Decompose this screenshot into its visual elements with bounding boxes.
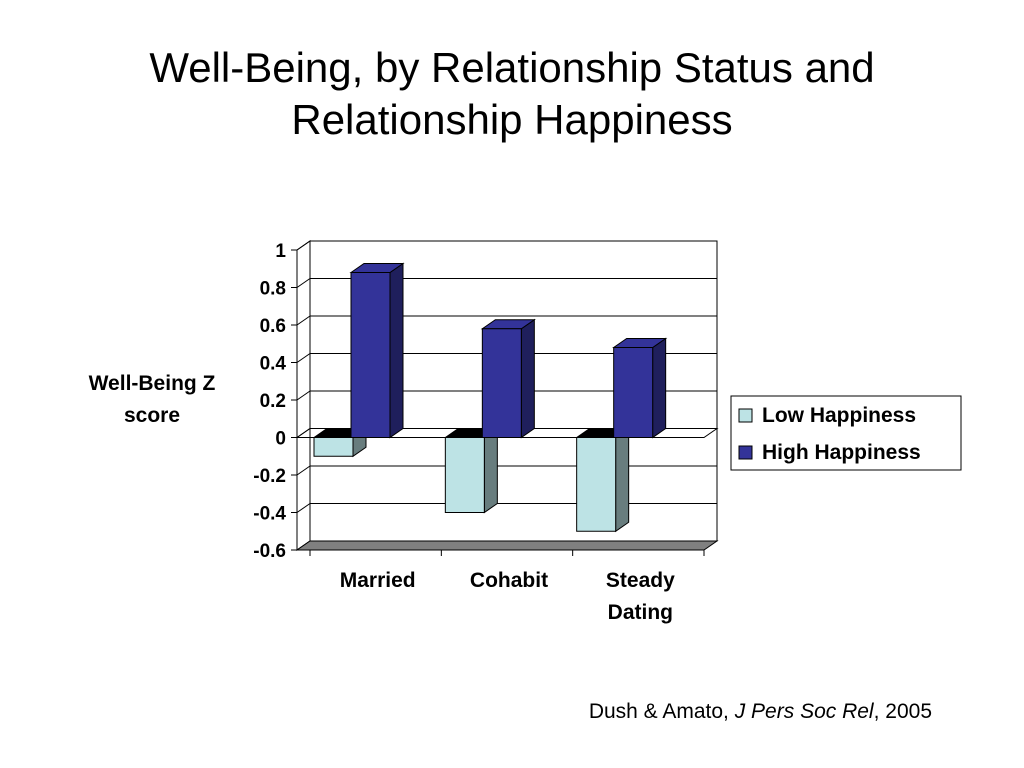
citation: Dush & Amato, J Pers Soc Rel, 2005 xyxy=(589,700,932,724)
legend-swatch xyxy=(738,408,753,423)
bar-low-happiness xyxy=(313,437,354,457)
legend-label: Low Happiness xyxy=(762,404,916,427)
bar-high-happiness xyxy=(481,328,522,438)
legend-swatch xyxy=(738,445,753,460)
x-tick-label: Married xyxy=(340,569,416,592)
y-axis-label-line-1: Well-Being Z xyxy=(88,372,216,395)
gridline-side xyxy=(296,278,311,288)
bar-high-happiness xyxy=(613,347,654,438)
gridline-side xyxy=(296,465,311,476)
bar-high-happiness xyxy=(350,272,391,438)
y-tick-label: 0.6 xyxy=(260,316,286,337)
y-tick-label: 0.4 xyxy=(260,354,287,375)
bar-side-high-happiness xyxy=(652,337,667,439)
y-tick-label: -0.4 xyxy=(253,504,286,525)
zero-plane xyxy=(295,428,719,438)
legend-label: High Happiness xyxy=(762,441,921,464)
y-axis-label: Well-Being Z score xyxy=(62,368,242,432)
gridline-side xyxy=(296,353,311,363)
bar-side-high-happiness xyxy=(520,318,535,439)
gridline-side xyxy=(296,240,311,251)
slide-title-line-2: Relationship Happiness xyxy=(291,96,733,143)
bar-low-happiness xyxy=(444,437,485,513)
citation-authors: Dush & Amato, xyxy=(588,700,735,723)
citation-year: , 2005 xyxy=(873,700,932,723)
y-tick-label: -0.6 xyxy=(253,541,286,562)
x-tick-label: Steady xyxy=(606,569,675,592)
gridline-side xyxy=(296,503,311,513)
citation-journal: J Pers Soc Rel xyxy=(734,700,874,723)
bar-low-happiness xyxy=(576,437,617,532)
slide-title-line-1: Well-Being, by Relationship Status and xyxy=(149,44,875,91)
bar-side-low-happiness xyxy=(615,427,630,533)
gridline-side xyxy=(296,315,311,326)
bar-side-low-happiness xyxy=(483,427,498,514)
y-tick-label: -0.2 xyxy=(253,466,286,487)
x-tick-label: Dating xyxy=(608,601,673,624)
y-tick-label: 1 xyxy=(275,241,286,262)
plot-floor xyxy=(295,540,719,551)
y-tick-label: 0.2 xyxy=(260,391,286,412)
bar-side-high-happiness xyxy=(389,262,404,439)
x-tick-label: Cohabit xyxy=(470,569,548,592)
y-axis-label-line-2: score xyxy=(123,404,181,427)
gridline-side xyxy=(296,390,311,401)
y-tick-label: 0 xyxy=(275,429,286,450)
y-tick-label: 0.8 xyxy=(260,279,286,300)
legend-box xyxy=(730,395,962,471)
slide-title: Well-Being, by Relationship Status and R… xyxy=(0,42,1024,146)
